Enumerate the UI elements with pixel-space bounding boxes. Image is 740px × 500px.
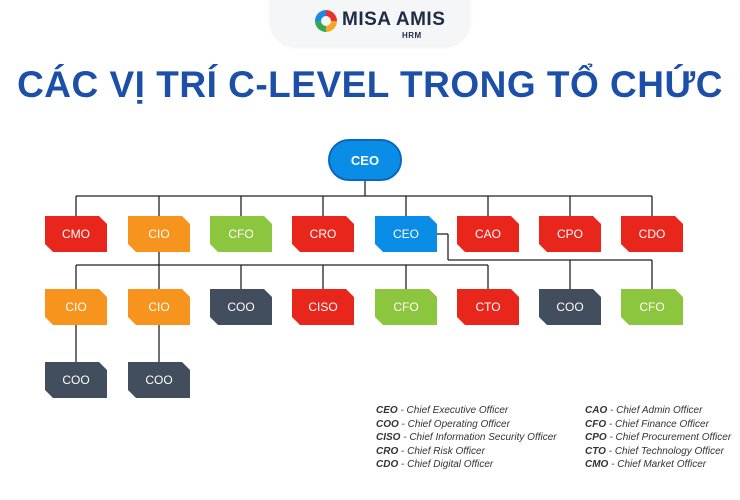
legend-description: - Chief Operating Officer: [398, 418, 510, 430]
legend-abbr: CRO: [376, 445, 399, 457]
page-title: CÁC VỊ TRÍ C-LEVEL TRONG TỔ CHỨC: [17, 64, 723, 105]
org-node-level1: CPO: [539, 216, 601, 252]
legend-abbr: CFO: [585, 418, 607, 430]
org-node-level2: CFO: [375, 289, 437, 325]
legend-item: COO - Chief Operating Officer: [376, 418, 557, 432]
legend-item: CISO - Chief Information Security Office…: [376, 431, 557, 445]
legend-item: CMO - Chief Market Officer: [585, 458, 731, 472]
legend-description: - Chief Executive Officer: [397, 405, 509, 416]
org-node-level1: CDO: [621, 216, 683, 252]
legend-abbr: CAO: [585, 405, 608, 416]
legend-description: - Chief Procurement Officer: [606, 432, 732, 443]
legend-abbr: CDO: [376, 459, 399, 470]
legend-description: - Chief Market Officer: [608, 459, 707, 470]
legend-abbr: CISO: [376, 432, 401, 443]
brand-header: [270, 0, 470, 46]
org-node-level1: CAO: [457, 216, 519, 252]
legend-item: CPO - Chief Procurement Officer: [585, 431, 731, 445]
org-node-level2: CFO: [621, 289, 683, 325]
legend-abbr: COO: [376, 418, 399, 430]
org-node-level1: CRO: [292, 216, 354, 252]
org-node-level2: CTO: [457, 289, 519, 325]
legend-item: CTO - Chief Technology Officer: [585, 445, 731, 459]
org-node-level2: CIO: [45, 289, 107, 325]
org-node-level1: CIO: [128, 216, 190, 252]
legend-abbr: CPO: [585, 432, 607, 443]
legend-description: - Chief Risk Officer: [398, 445, 485, 457]
org-node-level3: COO: [45, 362, 107, 398]
legend-description: - Chief Technology Officer: [605, 445, 724, 457]
legend-item: CDO - Chief Digital Officer: [376, 458, 557, 472]
legend-item: CRO - Chief Risk Officer: [376, 445, 557, 459]
legend-description: - Chief Information Security Officer: [400, 432, 557, 443]
legend-right: CAO - Chief Admin Officer CFO - Chief Fin…: [585, 404, 731, 472]
legend-abbr: CMO: [585, 459, 609, 470]
org-node-level1: CEO: [375, 216, 437, 252]
legend-item: CFO - Chief Finance Officer: [585, 418, 731, 432]
legend-description: - Chief Digital Officer: [398, 459, 494, 470]
legend-abbr: CTO: [585, 445, 606, 457]
legend-item: CEO - Chief Executive Officer: [376, 404, 557, 418]
legend-abbr: CEO: [376, 405, 398, 416]
legend-description: - Chief Admin Officer: [607, 405, 703, 416]
org-node-level1: CFO: [210, 216, 272, 252]
org-node-level2: COO: [539, 289, 601, 325]
org-node-level1: CMO: [45, 216, 107, 252]
org-node-level2: CISO: [292, 289, 354, 325]
brand-subtitle: HRM: [402, 31, 422, 40]
legend-description: - Chief Finance Officer: [606, 418, 709, 430]
legend-item: CAO - Chief Admin Officer: [585, 404, 731, 418]
brand-logo-icon: [315, 10, 337, 32]
org-node-level2: COO: [210, 289, 272, 325]
org-node-level2: CIO: [128, 289, 190, 325]
org-node-level3: COO: [128, 362, 190, 398]
legend-left: CEO - Chief Executive Officer COO - Chief…: [376, 404, 557, 472]
brand-name: MISA AMIS: [342, 9, 446, 30]
org-node-root: CEO: [328, 139, 402, 181]
